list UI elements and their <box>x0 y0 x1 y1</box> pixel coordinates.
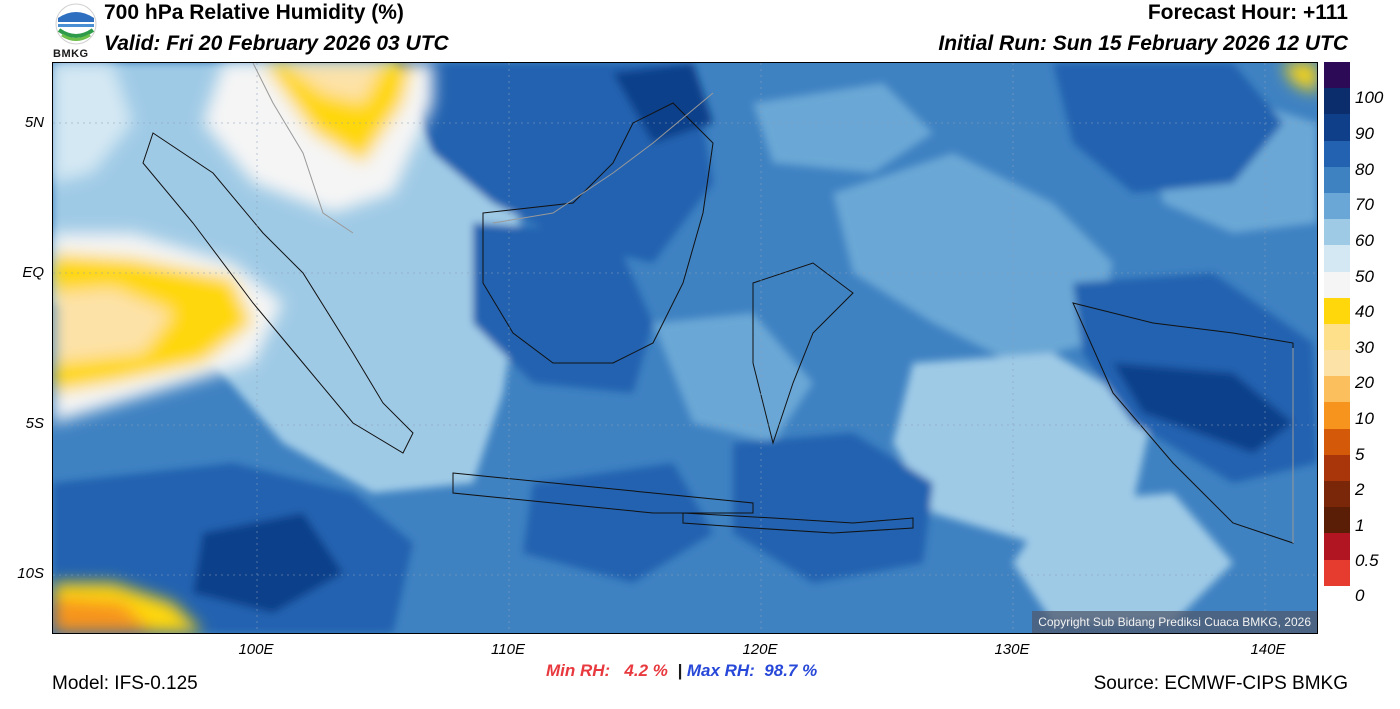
colorbar-segment <box>1324 114 1350 141</box>
lat-label-eq: EQ <box>22 264 44 281</box>
colorbar-segment <box>1324 297 1350 324</box>
colorbar-segment <box>1324 350 1350 377</box>
colorbar-segment <box>1324 454 1350 481</box>
colorbar-segment <box>1324 245 1350 272</box>
colorbar-segment <box>1324 192 1350 220</box>
colorbar <box>1324 62 1350 586</box>
colorbar-label: 40 <box>1355 302 1374 321</box>
max-rh-label: Max RH: <box>686 661 755 680</box>
colorbar-label: 20 <box>1355 373 1374 392</box>
colorbar-label: 70 <box>1355 195 1374 214</box>
separator: | <box>677 661 683 680</box>
colorbar-segment <box>1324 62 1350 89</box>
colorbar-segment <box>1324 428 1350 455</box>
bmkg-logo: BMKG <box>52 2 100 60</box>
source-info: Source: ECMWF-CIPS BMKG <box>1093 673 1348 694</box>
colorbar-label: 90 <box>1355 124 1374 143</box>
coastlines <box>142 102 1294 544</box>
colorbar-label: 10 <box>1355 409 1374 428</box>
colorbar-segment <box>1324 140 1350 167</box>
colorbar-label: 0.5 <box>1355 551 1379 570</box>
copyright-notice: Copyright Sub Bidang Prediksi Cuaca BMKG… <box>1032 611 1317 633</box>
colorbar-label: 2 <box>1355 480 1365 499</box>
lat-label-5s: 5S <box>25 415 44 432</box>
lon-label-100e: 100E <box>238 641 274 658</box>
colorbar-segment <box>1324 271 1350 298</box>
colorbar-segment <box>1324 507 1350 534</box>
colorbar-segment <box>1324 559 1350 586</box>
lat-label-5n: 5N <box>24 114 44 131</box>
colorbar-segment <box>1324 481 1350 508</box>
initial-run: Initial Run: Sun 15 February 2026 12 UTC <box>938 32 1348 55</box>
forecast-hour: Forecast Hour: +111 <box>1147 1 1348 24</box>
colorbar-segment <box>1324 166 1350 193</box>
colorbar-segment <box>1324 376 1350 403</box>
min-rh-value: 4.2 % <box>624 661 668 680</box>
colorbar-label: 100 <box>1355 88 1384 107</box>
colorbar-segment <box>1324 88 1350 115</box>
humidity-field <box>53 63 1317 633</box>
logo-text: BMKG <box>53 48 89 60</box>
max-rh-value: 98.7 % <box>764 661 818 680</box>
map-title: 700 hPa Relative Humidity (%) <box>104 1 404 24</box>
lon-label-130e: 130E <box>994 641 1030 658</box>
lon-label-140e: 140E <box>1250 641 1286 658</box>
colorbar-label: 80 <box>1355 160 1374 179</box>
lon-label-120e: 120E <box>742 641 778 658</box>
colorbar-label: 50 <box>1355 267 1374 286</box>
min-rh-label: Min RH: <box>546 661 611 680</box>
colorbar-label: 5 <box>1355 445 1365 464</box>
lat-label-10s: 10S <box>17 565 44 582</box>
model-info: Model: IFS-0.125 <box>52 673 198 694</box>
colorbar-segment <box>1324 219 1350 246</box>
bmkg-emblem-icon <box>55 3 97 45</box>
colorbar-label: 0 <box>1355 586 1365 605</box>
min-max-rh: Min RH: 4.2 % | Max RH: 98.7 % <box>546 661 817 681</box>
colorbar-segment <box>1324 402 1350 429</box>
humidity-map: Copyright Sub Bidang Prediksi Cuaca BMKG… <box>52 62 1318 634</box>
colorbar-segment <box>1324 533 1350 560</box>
lon-label-110e: 110E <box>491 641 525 658</box>
colorbar-segment <box>1324 323 1350 351</box>
colorbar-label: 1 <box>1355 516 1365 535</box>
colorbar-label: 30 <box>1355 338 1374 357</box>
colorbar-label: 60 <box>1355 231 1374 250</box>
valid-time: Valid: Fri 20 February 2026 03 UTC <box>104 32 449 55</box>
